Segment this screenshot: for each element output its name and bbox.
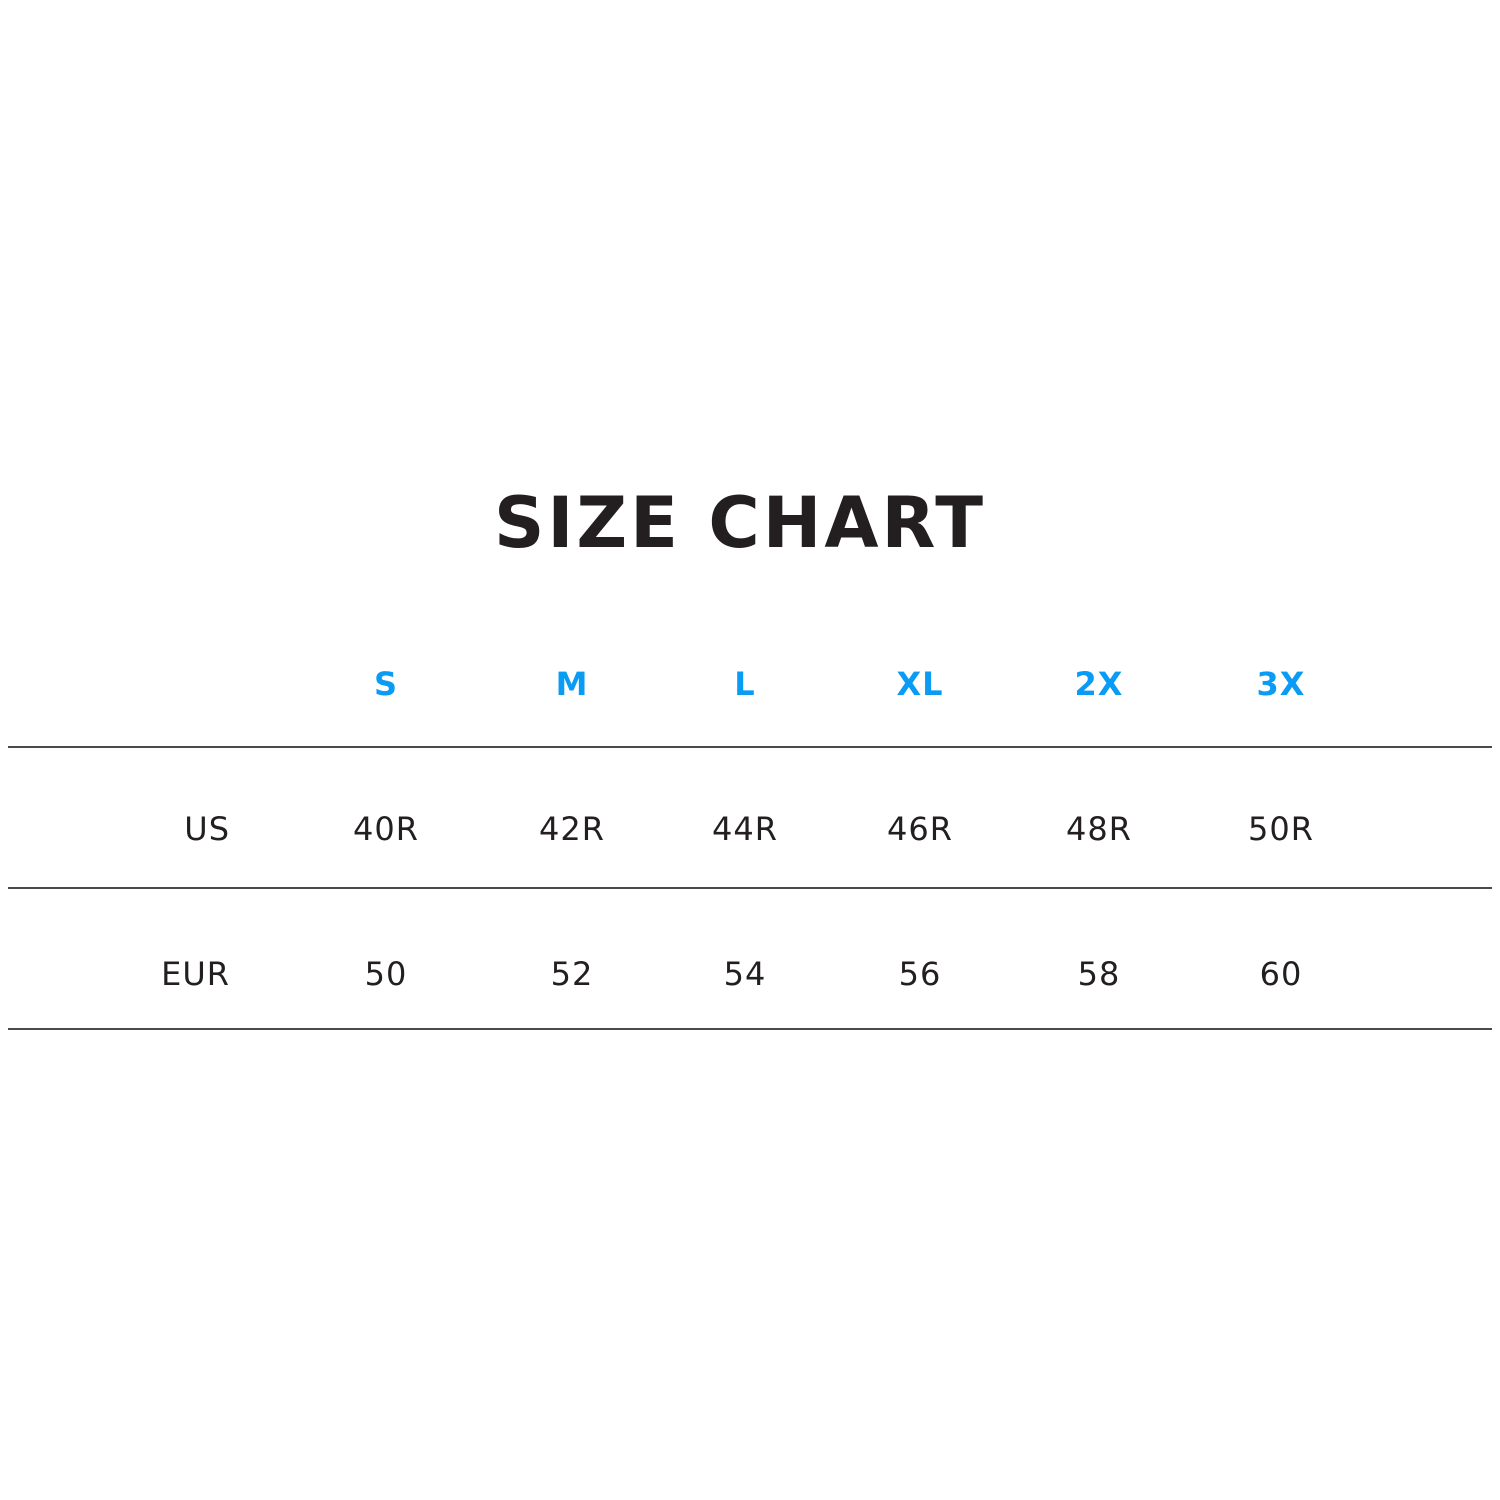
table-cell: 58 — [1077, 955, 1121, 993]
column-header-2x: 2X — [1074, 665, 1124, 703]
table-cell: 42R — [539, 810, 605, 848]
column-header-xl: XL — [896, 665, 944, 703]
table-cell: 52 — [550, 955, 594, 993]
table-cell: 50 — [364, 955, 408, 993]
row-label-eur: EUR — [161, 955, 230, 993]
page-title: SIZE CHART — [493, 482, 987, 564]
column-header-m: M — [555, 665, 589, 703]
table-cell: 50R — [1248, 810, 1314, 848]
table-cell: 46R — [887, 810, 953, 848]
table-cell: 54 — [723, 955, 767, 993]
divider — [8, 1028, 1492, 1030]
column-header-s: S — [373, 665, 399, 703]
table-cell: 44R — [712, 810, 778, 848]
column-header-l: L — [734, 665, 756, 703]
table-cell: 48R — [1066, 810, 1132, 848]
divider — [8, 887, 1492, 889]
table-cell: 40R — [353, 810, 419, 848]
divider — [8, 746, 1492, 748]
table-cell: 56 — [898, 955, 942, 993]
column-header-3x: 3X — [1256, 665, 1306, 703]
table-cell: 60 — [1259, 955, 1303, 993]
row-label-us: US — [184, 810, 230, 848]
